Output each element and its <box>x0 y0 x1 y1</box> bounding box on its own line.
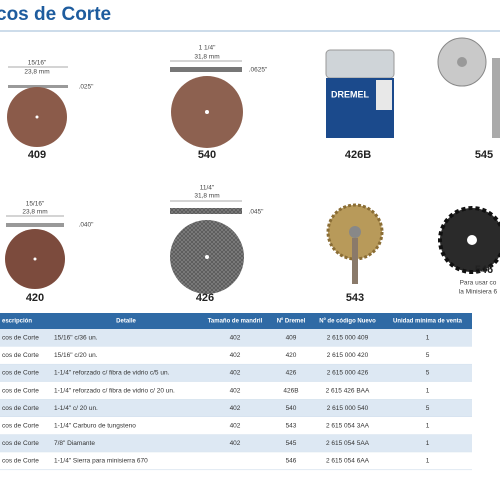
table-cell: 5 <box>426 370 430 377</box>
table-row-bg <box>0 452 472 470</box>
product-code: 543 <box>346 292 364 304</box>
table-row-bg <box>0 417 472 435</box>
table-cell: 2 615 000 426 <box>327 370 369 377</box>
usage-note: Para usar co <box>460 280 497 287</box>
disc-426-image <box>170 200 244 294</box>
table-cell: 1-1/4" Sierra para minisierra 670 <box>54 458 148 465</box>
product-code: 545 <box>475 149 493 161</box>
table-row-bg <box>0 399 472 417</box>
table-cell: 402 <box>230 370 241 377</box>
table-cell: 409 <box>286 335 297 342</box>
dimension-fraction: 15/16" <box>28 60 47 67</box>
dimension-mm: 23,8 mm <box>22 209 47 216</box>
disc-409-image <box>7 66 68 147</box>
table-cell: 2 615 054 5AA <box>326 440 370 447</box>
column-header: Detalle <box>116 319 136 325</box>
table-cell: cos de Corte <box>2 387 39 394</box>
table-cell: cos de Corte <box>2 335 39 342</box>
table-cell: 1-1/4" Carburo de tungsteno <box>54 423 136 430</box>
table-cell: 2 615 000 420 <box>327 352 369 359</box>
column-header: Unidad mínima de venta <box>393 319 463 325</box>
box-426b-image <box>325 49 395 138</box>
table-cell: cos de Corte <box>2 370 39 377</box>
table-cell: 540 <box>286 405 297 412</box>
dimension-mm: 31,8 mm <box>194 54 219 61</box>
product-code: 546 <box>475 264 493 276</box>
table-cell: 5 <box>426 405 430 412</box>
table-cell: cos de Corte <box>2 352 39 359</box>
product-code: 426 <box>196 292 214 304</box>
table-cell: 1-1/4" reforzado c/ fibra de vidrio c/5 … <box>54 370 170 377</box>
table-cell: 426B <box>283 387 298 394</box>
page-title: cos de Corte <box>0 4 111 25</box>
thickness: .025" <box>79 84 95 91</box>
dimension-mm: 31,8 mm <box>194 193 219 200</box>
table-cell: 2 615 000 409 <box>327 335 369 342</box>
mandrel-545-image <box>437 37 500 138</box>
table-cell: 426 <box>286 370 297 377</box>
table-row-bg <box>0 329 472 347</box>
table-row-bg <box>0 364 472 382</box>
table-cell: 15/16" c/20 un. <box>54 352 98 359</box>
table-row-bg <box>0 434 472 453</box>
column-header: Tamaño de mandril <box>208 319 263 325</box>
table-cell: 402 <box>230 440 241 447</box>
table-row-bg <box>0 381 472 400</box>
disc-543-image <box>326 203 384 284</box>
box-brand: DREMEL <box>331 89 370 99</box>
table-cell: 2 615 000 540 <box>327 405 369 412</box>
thickness: .045" <box>249 209 265 216</box>
table-cell: 420 <box>286 352 297 359</box>
table-cell: 2 615 054 6AA <box>326 458 370 465</box>
product-code: 540 <box>198 149 216 161</box>
product-code: 426B <box>345 149 371 161</box>
table-cell: cos de Corte <box>2 423 39 430</box>
disc-420-image <box>5 215 65 289</box>
table-cell: 402 <box>230 352 241 359</box>
table-cell: 402 <box>230 405 241 412</box>
dimension-mm: 23,8 mm <box>24 69 49 76</box>
table-cell: 1 <box>426 458 430 465</box>
thickness: .0625" <box>249 67 268 74</box>
table-cell: 545 <box>286 440 297 447</box>
table-cell: 5 <box>426 352 430 359</box>
table-cell: 2 615 426 BAA <box>326 387 370 394</box>
dimension-fraction: 11/4" <box>200 185 215 192</box>
table-cell: 2 615 054 3AA <box>326 423 370 430</box>
table-cell: 1 <box>426 387 430 394</box>
dimension-fraction: 1 1/4" <box>199 45 216 52</box>
column-header: Nº de código Nuevo <box>319 319 376 325</box>
table-cell: 1 <box>426 440 430 447</box>
column-header: escripción <box>2 319 32 325</box>
product-code: 420 <box>26 292 44 304</box>
column-header: Nº Dremel <box>277 319 306 325</box>
table-header-bg <box>0 313 472 329</box>
table-cell: cos de Corte <box>2 405 39 412</box>
table-cell: cos de Corte <box>2 440 39 447</box>
table-cell: 1-1/4" reforzado c/ fibra de vidrio c/ 2… <box>54 387 175 394</box>
disc-540-image <box>170 60 243 148</box>
table-cell: 1 <box>426 423 430 430</box>
table-cell: 15/16" c/36 un. <box>54 335 98 342</box>
table-cell: 546 <box>286 458 297 465</box>
table-cell: 402 <box>230 423 241 430</box>
table-cell: 1-1/4" c/ 20 un. <box>54 405 98 412</box>
usage-note: la Minisiera 6 <box>459 289 498 296</box>
table-cell: 543 <box>286 423 297 430</box>
table-cell: 402 <box>230 335 241 342</box>
table-cell: 7/8" Diamante <box>54 440 95 447</box>
table-cell: 402 <box>230 387 241 394</box>
table-row-bg <box>0 346 472 365</box>
dimension-fraction: 15/16" <box>26 201 45 208</box>
product-table: escripción Detalle Tamaño de mandril Nº Dre… <box>0 313 472 471</box>
table-cell: 1 <box>426 335 430 342</box>
table-cell: cos de Corte <box>2 458 39 465</box>
product-code: 409 <box>28 149 46 161</box>
saw-546-image <box>438 206 500 274</box>
thickness: .040" <box>79 222 95 229</box>
